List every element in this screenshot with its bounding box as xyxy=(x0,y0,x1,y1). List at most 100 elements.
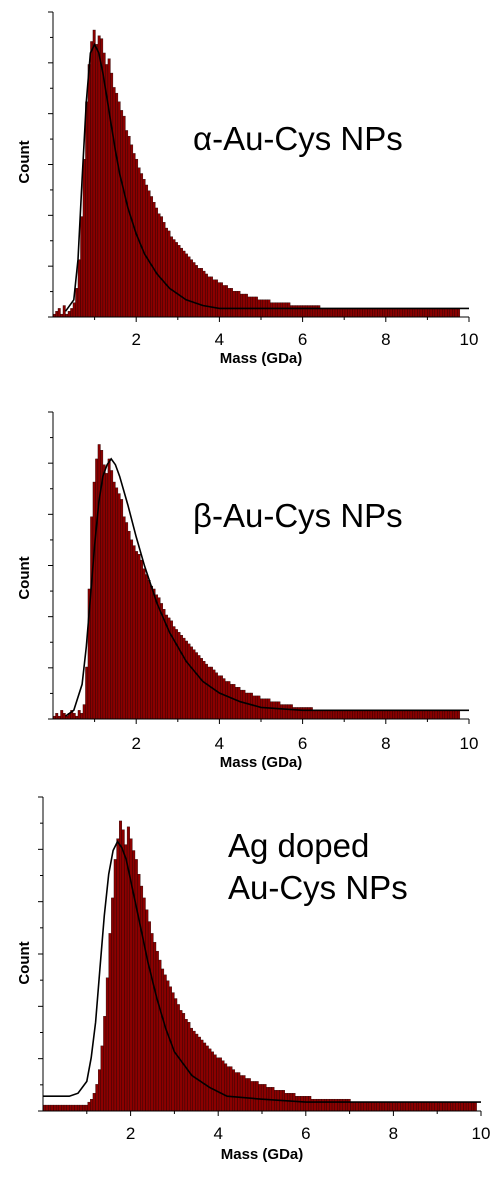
chart-annotation: β-Au-Cys NPs xyxy=(193,497,403,534)
histogram-bar xyxy=(95,1084,99,1112)
histogram-bar xyxy=(331,1098,335,1112)
histogram-bar xyxy=(242,1075,246,1112)
histogram-bar xyxy=(371,1101,375,1112)
histogram-bar xyxy=(358,1101,362,1112)
histogram-bar xyxy=(242,689,246,720)
histogram-bar xyxy=(389,710,393,720)
histogram-bar xyxy=(457,308,461,318)
histogram-bar xyxy=(354,710,358,720)
histogram-bar xyxy=(182,250,186,318)
histogram-bar xyxy=(366,1101,370,1112)
histogram-bar xyxy=(160,216,164,318)
histogram-bar xyxy=(145,909,149,1112)
histogram-bar xyxy=(282,704,286,720)
histogram-bar xyxy=(342,710,346,720)
histogram-bar xyxy=(342,1098,346,1112)
histogram-bar xyxy=(410,1101,414,1112)
histogram-bar xyxy=(317,710,321,720)
histogram-bar xyxy=(367,308,371,318)
x-tick-label: 10 xyxy=(460,330,479,349)
histogram-bar xyxy=(200,658,203,720)
histogram-bar xyxy=(349,710,353,720)
histogram-bar xyxy=(299,707,303,720)
x-ticks: 2 4 6 8 10 xyxy=(94,719,479,753)
histogram-bar xyxy=(87,64,91,318)
histogram-bar xyxy=(426,1101,430,1112)
histogram-bar xyxy=(413,1101,417,1112)
histogram-bar xyxy=(240,293,243,318)
histogram-bar xyxy=(407,710,411,720)
histogram-bar xyxy=(125,522,129,720)
x-tick-label: 10 xyxy=(460,734,479,753)
histogram-bar xyxy=(334,308,338,318)
histogram-bar xyxy=(177,632,181,720)
histogram-bar xyxy=(202,270,206,318)
histogram-bar xyxy=(212,279,216,318)
histogram-bar xyxy=(61,1104,65,1112)
histogram-bar xyxy=(397,710,401,720)
histogram-bar xyxy=(269,701,273,720)
histogram-bar xyxy=(55,311,59,318)
histogram-bar xyxy=(127,136,131,318)
histogram-bar xyxy=(424,308,428,318)
histogram-bar xyxy=(226,1066,230,1112)
y-axis-label: Count xyxy=(16,556,33,599)
histogram-bar xyxy=(432,710,436,720)
histogram-bar xyxy=(322,308,326,318)
histogram-bar xyxy=(382,308,386,318)
histogram-bar xyxy=(103,1016,107,1112)
histogram-bar xyxy=(53,1104,57,1112)
histogram-bar xyxy=(110,72,114,318)
histogram-bar xyxy=(197,655,201,720)
histogram-bar xyxy=(116,838,120,1112)
histogram-bar xyxy=(158,959,162,1112)
histogram-bar xyxy=(364,710,368,720)
histogram-bar xyxy=(62,713,66,720)
histogram-bar xyxy=(222,285,226,318)
histogram-bar xyxy=(309,305,313,318)
histogram-bar xyxy=(460,1101,464,1112)
histogram-bar xyxy=(399,710,403,720)
histogram-bar xyxy=(468,1101,472,1112)
histogram-bar xyxy=(202,661,206,720)
histogram-bar xyxy=(397,1101,401,1112)
x-tick-label: 6 xyxy=(301,1124,310,1143)
histogram-bar xyxy=(87,1101,91,1112)
histogram-bar xyxy=(304,707,308,720)
histogram-bar xyxy=(329,308,333,318)
histogram-bar xyxy=(58,1104,62,1112)
y-ticks xyxy=(38,796,43,1112)
histogram-bar xyxy=(408,1101,412,1112)
x-tick-label: 8 xyxy=(381,734,390,753)
histogram-bar xyxy=(182,637,186,720)
x-tick-label: 6 xyxy=(298,734,307,753)
histogram-bar xyxy=(120,499,124,720)
histogram-bars xyxy=(52,444,461,720)
histogram-bar xyxy=(229,1066,233,1112)
histogram-bar xyxy=(252,695,256,720)
histogram-bar xyxy=(217,675,221,720)
histogram-bar xyxy=(339,308,343,318)
histogram-bar xyxy=(167,230,171,318)
histogram-bar xyxy=(98,1069,101,1112)
histogram-bar xyxy=(289,305,293,318)
histogram-bar xyxy=(465,1101,469,1112)
histogram-bar xyxy=(127,530,131,720)
histogram-bar xyxy=(337,308,341,318)
histogram-bar xyxy=(314,710,318,720)
histogram-bar xyxy=(224,1063,228,1112)
histogram-bar xyxy=(427,308,431,318)
histogram-bar xyxy=(404,710,408,720)
histogram-bar xyxy=(423,1101,427,1112)
histogram-bar xyxy=(368,1101,372,1112)
histogram-bar xyxy=(284,302,288,318)
histogram-bar xyxy=(447,308,451,318)
histogram-bar xyxy=(295,1096,299,1112)
histogram-bar xyxy=(367,710,371,720)
histogram-bar xyxy=(145,574,149,720)
histogram-bar xyxy=(161,968,165,1112)
histogram-bar xyxy=(267,698,271,720)
histogram-bar xyxy=(227,288,231,318)
histogram-bar xyxy=(360,1101,364,1112)
